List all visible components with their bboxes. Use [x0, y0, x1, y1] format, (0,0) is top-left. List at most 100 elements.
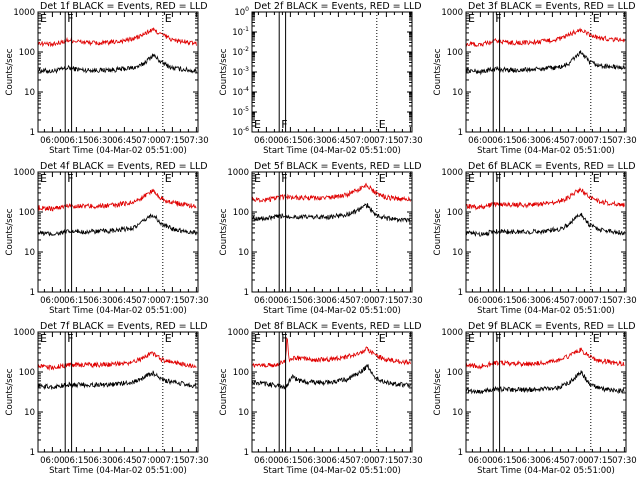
marker-label-e: E — [40, 172, 47, 185]
x-tick-label: 06:30 — [516, 136, 541, 146]
detector-panel-2: Det 2f BLACK = Events, RED = LLD 100 10-1 1… — [219, 1, 423, 156]
marker-label-f: F — [495, 332, 501, 345]
y-tick-label: 1 — [458, 448, 463, 458]
x-tick-label: 07:00 — [350, 456, 375, 466]
x-tick-label: 06:15 — [64, 296, 89, 306]
marker-label-f: F — [281, 172, 287, 185]
x-tick-label: 07:15 — [588, 136, 613, 146]
plot-frame — [251, 331, 413, 453]
y-tick-label: 100 — [447, 208, 463, 218]
x-tick-label: 06:45 — [112, 296, 137, 306]
y-axis-label: Counts/sec — [433, 368, 443, 415]
y-tick-label: 10-5 — [232, 106, 249, 118]
x-tick-label: 07:15 — [160, 296, 185, 306]
events-series-line — [37, 53, 197, 75]
y-tick-label: 100 — [447, 48, 463, 58]
y-tick-label: 10-2 — [232, 46, 249, 58]
x-tick-label: 06:45 — [326, 456, 351, 466]
y-axis-label: Counts/sec — [219, 208, 229, 255]
marker-label-e: E — [40, 12, 47, 25]
x-tick-label: 06:30 — [88, 456, 113, 466]
x-tick-label: 06:45 — [112, 136, 137, 146]
marker-label-f: F — [67, 12, 73, 25]
marker-label-e: E — [593, 172, 600, 185]
y-axis-label: Counts/sec — [219, 368, 229, 415]
x-tick-label: 07:00 — [564, 136, 589, 146]
x-axis-label: Start Time (04-Mar-02 05:51:00) — [263, 306, 401, 316]
panel-title: Det 4f BLACK = Events, RED = LLD — [40, 161, 208, 172]
marker-label-e: E — [40, 332, 47, 345]
x-tick-label: 06:15 — [278, 296, 303, 306]
y-tick-label: 100 — [447, 368, 463, 378]
y-tick-label: 1 — [458, 288, 463, 298]
lld-series-line — [465, 27, 625, 47]
plot-frame — [251, 171, 413, 293]
x-tick-label: 06:30 — [302, 456, 327, 466]
lld-series-line — [251, 182, 411, 203]
x-axis-label: Start Time (04-Mar-02 05:51:00) — [49, 146, 187, 156]
detector-panel-9: Det 9f BLACK = Events, RED = LLD 1 10 100 10… — [433, 321, 637, 476]
marker-label-e: E — [379, 172, 386, 185]
x-tick-label: 07:00 — [136, 296, 161, 306]
plot-frame — [37, 331, 199, 453]
y-tick-label: 1000 — [441, 168, 463, 178]
detector-panel-1: Det 1f BLACK = Events, RED = LLD 1 10 100 10… — [5, 1, 209, 156]
y-tick-label: 10 — [452, 88, 463, 98]
y-tick-label: 1000 — [13, 328, 35, 338]
panel-title: Det 2f BLACK = Events, RED = LLD — [254, 1, 422, 12]
x-tick-label: 06:15 — [492, 296, 517, 306]
x-tick-label: 06:30 — [88, 296, 113, 306]
detector-panel-5: Det 5f BLACK = Events, RED = LLD 1 10 100 10… — [219, 161, 423, 316]
y-tick-label: 1000 — [13, 8, 35, 18]
x-tick-label: 07:00 — [136, 456, 161, 466]
x-axis-label: Start Time (04-Mar-02 05:51:00) — [477, 306, 615, 316]
marker-label-f: F — [67, 172, 73, 185]
events-series-line — [465, 370, 625, 395]
y-tick-label: 1000 — [227, 168, 249, 178]
detector-panel-4: Det 4f BLACK = Events, RED = LLD 1 10 100 10… — [5, 161, 209, 316]
x-tick-label: 07:30 — [612, 456, 637, 466]
panel-title: Det 1f BLACK = Events, RED = LLD — [40, 1, 208, 12]
panel-title: Det 3f BLACK = Events, RED = LLD — [468, 1, 636, 12]
marker-label-e: E — [593, 332, 600, 345]
y-tick-label: 1000 — [441, 8, 463, 18]
detector-panel-7: Det 7f BLACK = Events, RED = LLD 1 10 100 10… — [5, 321, 209, 476]
y-tick-label: 10 — [24, 408, 35, 418]
detector-panel-3: Det 3f BLACK = Events, RED = LLD 1 10 100 10… — [433, 1, 637, 156]
x-tick-label: 06:30 — [302, 136, 327, 146]
y-tick-label: 10 — [452, 248, 463, 258]
y-axis-label: Counts/sec — [219, 48, 229, 95]
x-tick-label: 06:15 — [64, 136, 89, 146]
events-series-line — [465, 212, 625, 237]
x-axis-label: Start Time (04-Mar-02 05:51:00) — [49, 306, 187, 316]
x-tick-label: 06:00 — [40, 456, 65, 466]
y-axis-label: Counts/sec — [5, 48, 15, 95]
y-tick-label: 10 — [238, 248, 249, 258]
x-tick-label: 06:45 — [112, 456, 137, 466]
x-axis-label: Start Time (04-Mar-02 05:51:00) — [477, 146, 615, 156]
marker-label-e: E — [468, 332, 475, 345]
x-tick-label: 07:15 — [374, 136, 399, 146]
events-series-line — [251, 203, 411, 224]
y-tick-label: 100 — [19, 368, 35, 378]
x-tick-label: 07:00 — [564, 296, 589, 306]
events-series-line — [465, 50, 625, 76]
lld-series-line — [37, 27, 197, 48]
x-tick-label: 06:00 — [468, 136, 493, 146]
y-tick-label: 10 — [24, 88, 35, 98]
x-axis-label: Start Time (04-Mar-02 05:51:00) — [263, 146, 401, 156]
x-tick-label: 07:00 — [564, 456, 589, 466]
plot-frame — [251, 11, 413, 133]
y-tick-label: 100 — [233, 208, 249, 218]
x-tick-label: 06:30 — [302, 296, 327, 306]
detector-panel-8: Det 8f BLACK = Events, RED = LLD 1 10 100 10… — [219, 321, 423, 476]
y-tick-label: 10 — [238, 408, 249, 418]
x-tick-label: 06:00 — [468, 296, 493, 306]
x-tick-label: 07:00 — [350, 136, 375, 146]
lld-series-line — [251, 337, 411, 368]
y-tick-label: 10 — [24, 248, 35, 258]
panel-title: Det 5f BLACK = Events, RED = LLD — [254, 161, 422, 172]
y-axis-label: Counts/sec — [433, 48, 443, 95]
x-tick-label: 07:15 — [160, 136, 185, 146]
